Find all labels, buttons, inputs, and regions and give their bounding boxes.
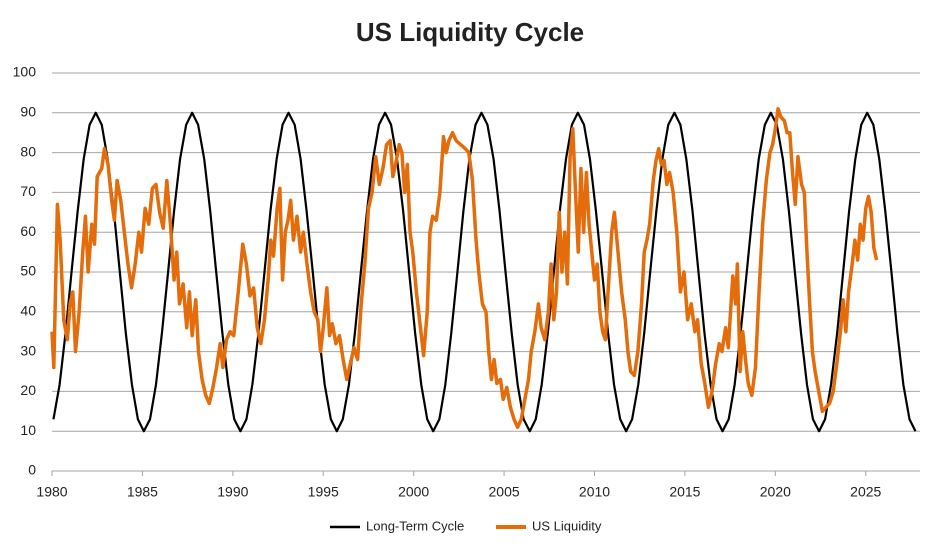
x-tick-label: 2015 bbox=[669, 484, 700, 500]
y-tick-label: 100 bbox=[13, 64, 37, 80]
x-tick-label: 2025 bbox=[850, 484, 881, 500]
y-tick-label: 40 bbox=[20, 303, 36, 319]
y-tick-label: 30 bbox=[20, 342, 36, 358]
x-tick-label: 2010 bbox=[579, 484, 610, 500]
x-tick-label: 2000 bbox=[398, 484, 429, 500]
x-tick-label: 2005 bbox=[489, 484, 520, 500]
series-line bbox=[50, 107, 879, 429]
x-tick-label: 1980 bbox=[36, 484, 67, 500]
x-tick-label: 1990 bbox=[217, 484, 248, 500]
x-tick-label: 1985 bbox=[127, 484, 158, 500]
series-line bbox=[52, 111, 917, 433]
y-tick-label: 50 bbox=[20, 263, 36, 279]
legend-label: US Liquidity bbox=[532, 518, 602, 533]
chart-title: US Liquidity Cycle bbox=[356, 17, 584, 47]
x-tick-label: 2020 bbox=[760, 484, 791, 500]
legend-label: Long-Term Cycle bbox=[366, 518, 464, 533]
y-tick-label: 20 bbox=[20, 382, 36, 398]
y-tick-label: 60 bbox=[20, 223, 36, 239]
y-tick-label: 10 bbox=[20, 422, 36, 438]
y-tick-label: 80 bbox=[20, 143, 36, 159]
y-tick-label: 70 bbox=[20, 183, 36, 199]
x-tick-label: 1995 bbox=[308, 484, 339, 500]
y-tick-label: 0 bbox=[28, 462, 36, 478]
y-tick-label: 90 bbox=[20, 104, 36, 120]
